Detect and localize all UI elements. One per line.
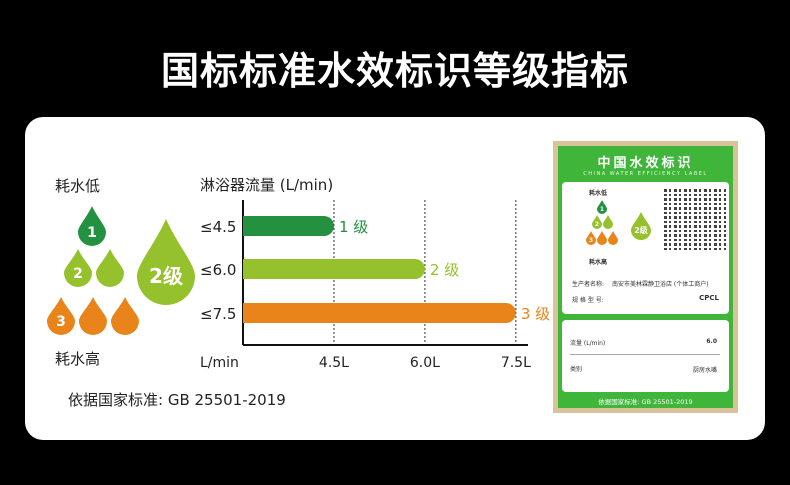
grade-2-drop-label: 2 bbox=[73, 266, 83, 282]
grade-2-drop bbox=[64, 249, 92, 287]
x-tick-label: 6.0L bbox=[410, 355, 440, 371]
label-drops: 1 2 3 2级 bbox=[586, 200, 651, 245]
label-grade-2-drop bbox=[592, 215, 602, 229]
standard-text: 依据国家标准: GB 25501-2019 bbox=[68, 391, 286, 409]
manufacturer-label: 生产者名称: bbox=[572, 281, 605, 288]
label-grade-1-drop-label: 1 bbox=[600, 206, 604, 213]
label-subtitle: CHINA WATER EFFICIENCY LABEL bbox=[583, 171, 708, 177]
label-low: 耗水低 bbox=[589, 190, 608, 197]
water-efficiency-label: 中国水效标识 CHINA WATER EFFICIENCY LABEL 耗水低 … bbox=[553, 141, 738, 413]
label-grade-3-drop-label: 3 bbox=[589, 237, 593, 244]
grade-3-drop bbox=[111, 297, 139, 335]
x-axis-label: L/min bbox=[200, 355, 239, 371]
label-grade-3-drop bbox=[597, 231, 607, 245]
flow-value: 6.0 bbox=[706, 338, 717, 345]
bar-label: 1 级 bbox=[339, 218, 368, 236]
grade-1-drop-label: 1 bbox=[87, 225, 97, 241]
label-grade-3-drop bbox=[586, 231, 596, 245]
label-footer: 依据国家标准: GB 25501-2019 bbox=[598, 398, 693, 406]
model-label: 规 格 型 号: bbox=[572, 297, 604, 304]
flow-label: 流量 (L/min) bbox=[570, 340, 606, 347]
current-grade-drop-label: 2级 bbox=[149, 264, 183, 288]
manufacturer-value: 南安市美林霖静卫浴店 (个体工商户) bbox=[612, 281, 709, 288]
model-value: CPCL bbox=[699, 294, 719, 302]
divider bbox=[570, 354, 720, 355]
chart-title: 淋浴器流量 (L/min) bbox=[200, 176, 333, 194]
label-high: 耗水高 bbox=[589, 259, 608, 266]
x-tick-label: 4.5L bbox=[319, 355, 349, 371]
grade-3-drop-label: 3 bbox=[56, 314, 66, 330]
y-category-label: ≤4.5 bbox=[200, 218, 236, 236]
page-title: 国标标准水效标识等级指标 bbox=[160, 49, 629, 93]
label-grade-2-drop-label: 2 bbox=[595, 221, 599, 228]
y-category-label: ≤6.0 bbox=[200, 261, 236, 279]
label-title: 中国水效标识 bbox=[597, 156, 694, 171]
legend-low-label: 耗水低 bbox=[55, 177, 101, 195]
label-grade-2-drop bbox=[603, 215, 613, 229]
grade-3-drop bbox=[47, 297, 75, 335]
label-current-grade-drop-label: 2级 bbox=[634, 225, 649, 235]
grade-1-drop bbox=[78, 206, 106, 246]
bar-grade-3 bbox=[243, 303, 516, 323]
bar-label: 3 级 bbox=[521, 305, 550, 323]
grade-3-drop bbox=[79, 297, 107, 335]
current-grade-drop bbox=[137, 219, 195, 305]
legend-high-label: 耗水高 bbox=[55, 350, 101, 368]
label-grade-3-drop bbox=[608, 231, 618, 245]
x-tick-label: 7.5L bbox=[501, 355, 531, 371]
label-current-grade-drop bbox=[631, 212, 651, 240]
grade-2-drop bbox=[96, 249, 124, 287]
bar-grade-1 bbox=[243, 216, 334, 236]
bar-grade-2 bbox=[243, 259, 425, 279]
bar-label: 2 级 bbox=[430, 261, 459, 279]
label-grade-1-drop bbox=[597, 200, 607, 214]
qr-code bbox=[664, 188, 726, 250]
type-value: 厨房水嘴 bbox=[692, 367, 717, 374]
type-label: 类别 bbox=[570, 366, 583, 373]
y-category-label: ≤7.5 bbox=[200, 305, 236, 323]
